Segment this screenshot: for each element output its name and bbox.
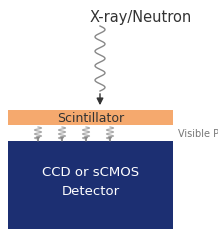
Bar (8, 110, 173, 125)
Bar (8, 141, 173, 229)
Text: Scintillator: Scintillator (57, 112, 124, 125)
Text: X-ray/Neutron: X-ray/Neutron (90, 10, 192, 25)
Text: CCD or sCMOS
Detector: CCD or sCMOS Detector (42, 165, 139, 197)
Text: Visible Photons: Visible Photons (178, 128, 218, 138)
